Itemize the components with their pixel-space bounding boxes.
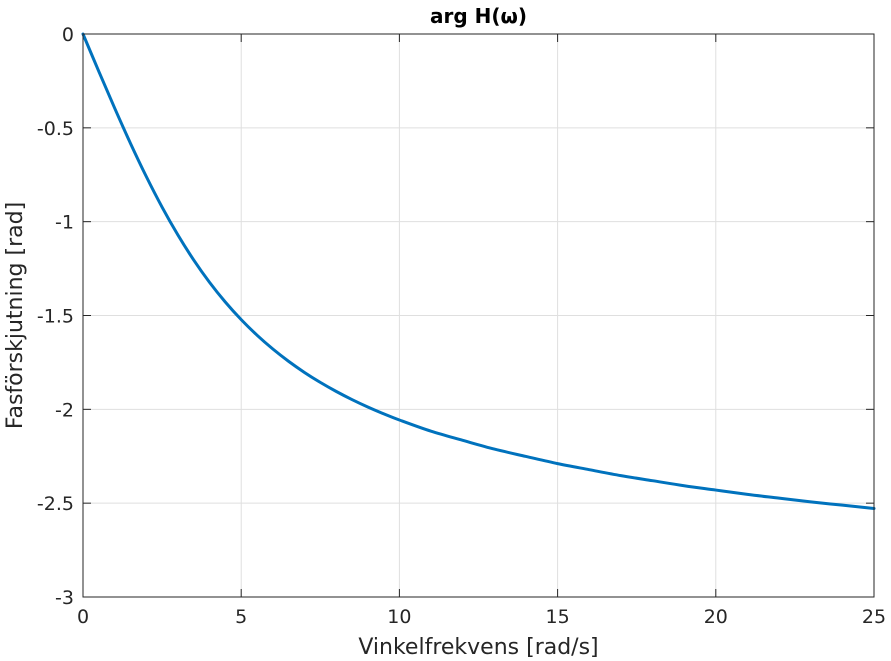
y-tick-label: -3 (55, 587, 74, 609)
chart-title: arg H(ω) (430, 4, 527, 28)
y-tick-labels: 0 -0.5 -1 -1.5 -2 -2.5 -3 (37, 24, 74, 609)
x-tick-label: 15 (546, 606, 570, 628)
x-tick-label: 10 (387, 606, 411, 628)
x-tick-label: 25 (862, 606, 886, 628)
ticks (82, 33, 875, 598)
x-tick-label: 20 (704, 606, 728, 628)
x-tick-label: 5 (235, 606, 247, 628)
series-line-phase (81, 32, 876, 510)
y-axis-label: Fasförskjutning [rad] (3, 202, 28, 429)
y-tick-label: -2 (55, 399, 74, 421)
y-tick-label: -1.5 (37, 306, 74, 328)
y-tick-label: 0 (62, 24, 74, 46)
y-tick-label: -0.5 (37, 118, 74, 140)
y-tick-label: -2.5 (37, 493, 74, 515)
x-axis-label: Vinkelfrekvens [rad/s] (358, 635, 598, 660)
y-tick-label: -1 (55, 212, 74, 234)
x-tick-labels: 0 5 10 15 20 25 (77, 606, 886, 628)
grid (82, 33, 875, 598)
x-tick-label: 0 (77, 606, 89, 628)
